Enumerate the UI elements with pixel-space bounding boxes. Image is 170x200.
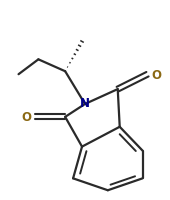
Text: O: O: [151, 68, 162, 81]
Text: O: O: [21, 111, 31, 124]
Text: N: N: [80, 97, 90, 110]
